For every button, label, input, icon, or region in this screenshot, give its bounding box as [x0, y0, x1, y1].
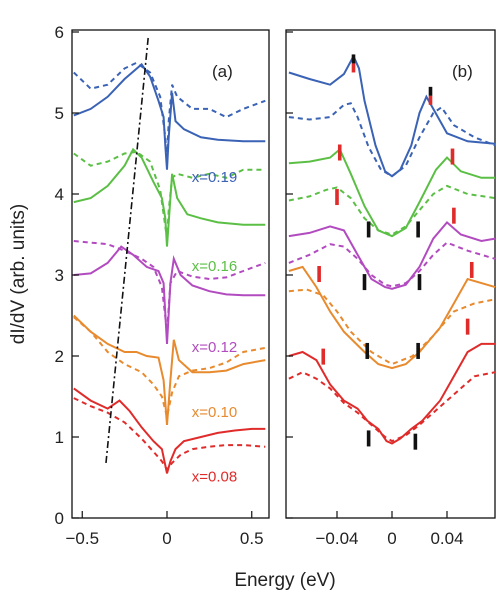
panel-b-x-0-08-dashed-line	[288, 371, 496, 443]
panel-a-x-0-19-dashed-line	[73, 61, 266, 162]
panel-b-x-0-16-dashed-line	[288, 184, 496, 236]
gap-marker-black	[365, 342, 370, 359]
gap-marker-black	[417, 274, 422, 291]
panel-b-x-0-16-solid-line	[288, 147, 496, 238]
gap-marker-black	[366, 221, 371, 238]
panel-a-x-0-12-dashed-line	[73, 240, 266, 332]
y-tick-label: 1	[55, 428, 64, 447]
panel-b-x-0-10-solid-line	[288, 265, 496, 370]
series-label-x-0-08: x=0.08	[192, 469, 237, 486]
x-tick-label: 0	[387, 529, 396, 548]
y-tick-label: 4	[55, 185, 64, 204]
x-tick-label: −0.5	[65, 529, 99, 548]
series-label-x-0-16: x=0.16	[192, 258, 237, 275]
panel-a-label: (a)	[212, 62, 233, 81]
gap-marker-black	[416, 221, 420, 238]
panel-a-frame	[71, 29, 270, 519]
gap-marker-red	[337, 144, 342, 161]
gap-marker-red	[469, 261, 474, 278]
x-tick-label: 0.04	[430, 529, 463, 548]
gap-marker-red	[351, 63, 356, 73]
gap-marker-red	[321, 348, 326, 365]
panel-a-x-0-16-dashed-line	[73, 150, 266, 239]
panel-b-x-0-12-dashed-line	[288, 241, 496, 288]
gap-marker-red	[428, 95, 433, 105]
y-tick-label: 0	[55, 509, 64, 528]
panel-a-x-0-10-solid-line	[73, 314, 266, 425]
panel-b-x-0-19-solid-line	[288, 54, 496, 178]
panel-b-x-0-10-dashed-line	[288, 288, 496, 366]
y-tick-label: 6	[55, 23, 64, 42]
x-tick-label: 0.5	[240, 529, 264, 548]
gap-marker-red	[465, 318, 470, 335]
panel-a-x-0-16-solid-line	[73, 147, 266, 247]
x-axis-title: Energy (eV)	[234, 570, 335, 591]
gap-marker-black	[362, 274, 367, 291]
gap-marker-black	[413, 433, 418, 450]
gap-marker-black	[416, 342, 420, 359]
y-axis-title: dI/dV (arb. units)	[8, 204, 29, 344]
gap-marker-black	[366, 430, 371, 447]
series-label-x-0-19: x=0.19	[192, 169, 237, 186]
panel-a-x-0-08-solid-line	[73, 387, 266, 474]
x-tick-label: 0	[162, 529, 171, 548]
gap-marker-red	[335, 189, 339, 206]
series-label-x-0-12: x=0.12	[192, 339, 237, 356]
panel-b-frame	[285, 29, 496, 519]
panel-b-plot	[288, 54, 496, 450]
panel-a-x-0-12-solid-line	[73, 245, 266, 344]
panel-b-label: (b)	[452, 62, 473, 81]
gap-marker-red	[450, 148, 455, 165]
panel-a-x-0-19-solid-line	[73, 62, 266, 170]
x-tick-label: −0.04	[315, 529, 358, 548]
y-tick-label: 2	[55, 347, 64, 366]
panel-b-x-0-08-solid-line	[288, 342, 496, 445]
y-tick-label: 5	[55, 104, 64, 123]
y-tick-label: 3	[55, 266, 64, 285]
gap-marker-red	[317, 266, 321, 282]
series-label-x-0-10: x=0.10	[192, 404, 237, 421]
gap-marker-red	[452, 207, 456, 224]
panel-b-x-0-12-solid-line	[288, 220, 496, 290]
gap-marker-black	[351, 54, 356, 64]
gap-marker-black	[428, 86, 433, 96]
guide-dash-dot-line	[105, 35, 150, 463]
panel-b-axes: −0.04 0 0.04	[286, 31, 464, 548]
panel-a-plot: x=0.19 x=0.16 x=0.12 x=0.10 x=0.08	[73, 35, 266, 486]
panel-a-x-0-10-dashed-line	[73, 316, 266, 418]
